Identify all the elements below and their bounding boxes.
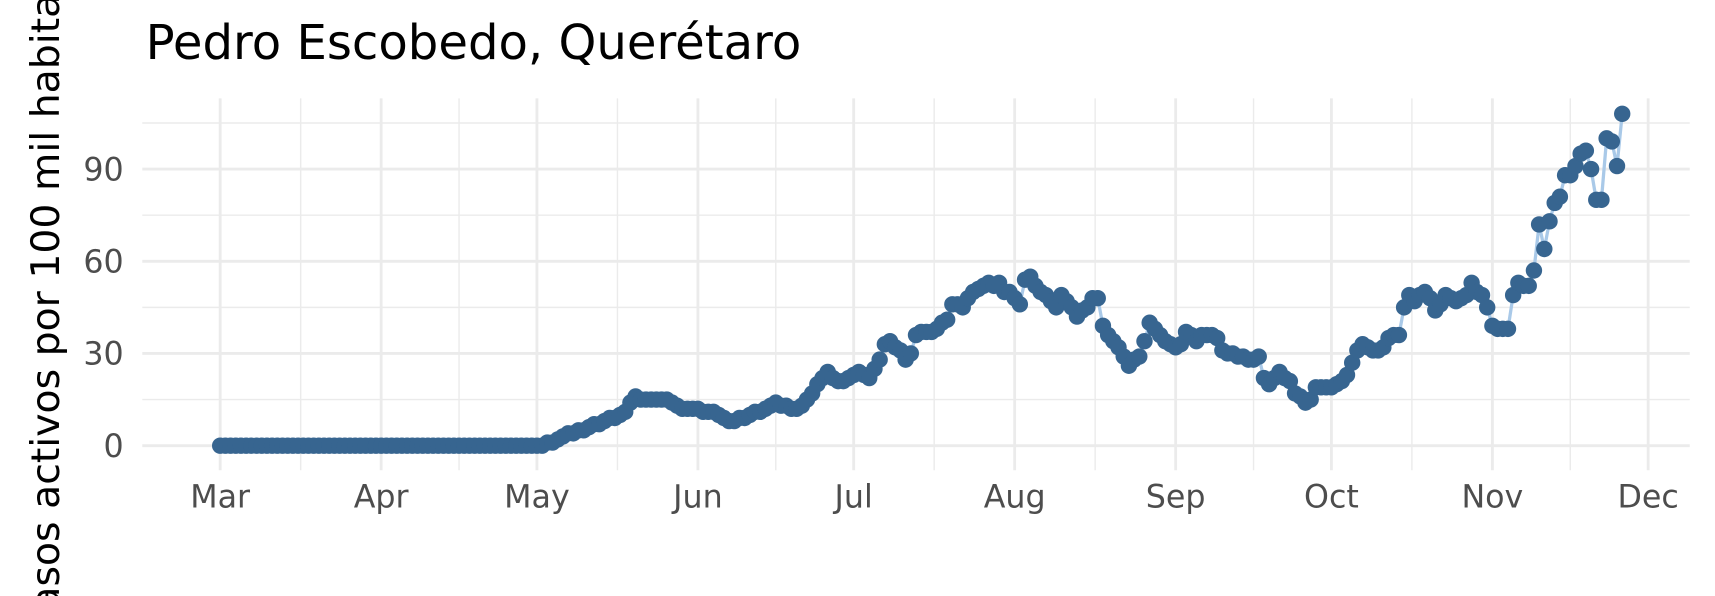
data-point [1551,188,1569,205]
data-point [1614,105,1631,122]
data-point [938,311,956,328]
data-point [1577,142,1595,159]
data-point [1250,348,1267,365]
x-tick-label: Nov [1461,480,1523,516]
x-tick-label: Sep [1146,480,1206,516]
y-tick-label: 90 [83,152,123,188]
x-tick-label: Dec [1617,480,1678,516]
data-point [1338,366,1356,384]
data-point [1608,157,1626,175]
data-point [1536,240,1553,258]
data-point [1343,354,1361,371]
x-tick-label: Jul [833,480,873,516]
data-point [1541,213,1558,230]
x-tick-label: Mar [190,480,251,516]
x-tick-label: Oct [1304,480,1359,516]
data-point [1520,277,1537,295]
data-point [1089,289,1106,307]
data-point [1593,191,1610,209]
data-point [1011,296,1029,313]
data-point [871,351,888,368]
data-point [1603,133,1621,150]
y-axis-label: Casos activos por 100 mil habitantes [23,0,69,596]
x-tick-label: Aug [984,480,1046,516]
y-tick-label: 0 [104,429,124,465]
y-tick-label: 60 [83,244,123,280]
data-point [1525,262,1543,279]
x-tick-label: Apr [354,480,410,516]
data-point [1499,320,1517,338]
data-point [1208,329,1226,347]
data-point [1478,299,1496,316]
data-point [1131,348,1148,365]
chart-title: Pedro Escobedo, Querétaro [146,15,802,71]
data-point [1136,332,1153,350]
data-point [1281,372,1299,390]
x-tick-label: May [504,480,570,516]
data-point [1302,391,1319,408]
x-tick-label: Jun [671,480,723,516]
data-point [1390,326,1408,344]
y-tick-label: 30 [83,337,123,373]
data-point [902,345,920,362]
data-point [1582,160,1600,178]
data-point [1473,286,1491,304]
data-point [1567,157,1584,175]
